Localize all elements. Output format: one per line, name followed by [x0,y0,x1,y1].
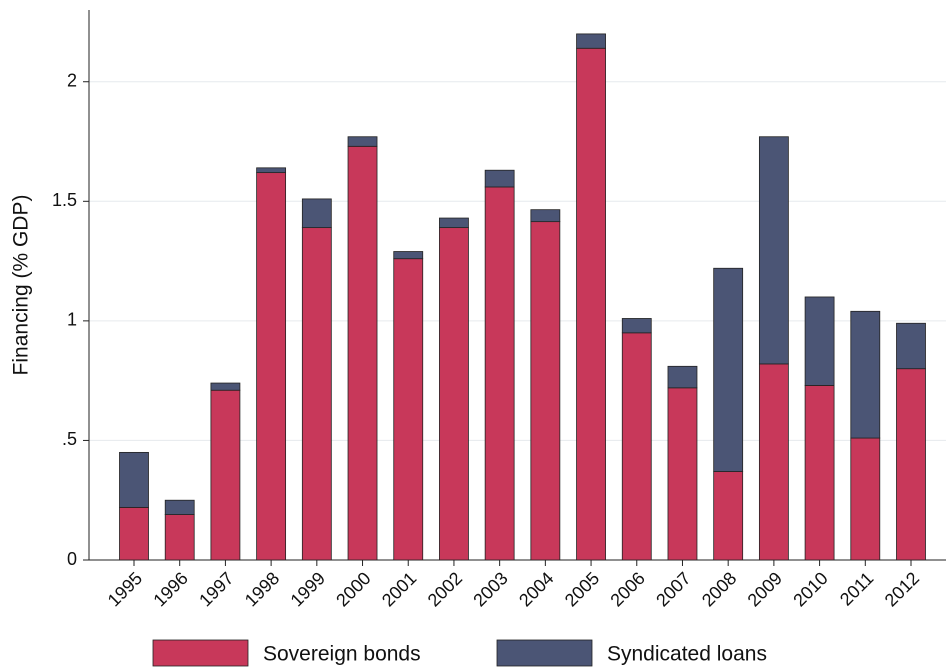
x-tick-label: 1997 [195,568,237,610]
y-tick-label: 2 [67,70,77,90]
bar-segment [484,169,515,188]
x-tick-label: 1998 [241,568,283,610]
bar-segment [164,514,195,561]
bar-segment [256,167,287,174]
bar-segment [347,145,378,561]
x-tick-label: 2008 [698,568,740,610]
bar-segment [256,172,287,561]
bar-segment [393,251,424,260]
bar-segment [301,198,332,229]
x-tick-label: 2003 [469,568,511,610]
x-tick-label: 2001 [378,568,420,610]
y-tick-label: 1.5 [52,190,77,210]
bar-segment [850,310,881,439]
bar-segment [713,267,744,472]
y-tick-label: .5 [62,429,77,449]
y-tick-label: 0 [67,549,77,569]
x-tick-label: 1996 [149,568,191,610]
bar-segment [804,385,835,561]
bar-segment [439,217,469,229]
x-tick-label: 2007 [652,568,694,610]
legend-swatch [496,639,593,667]
bar-segment [621,332,652,561]
bar-segment [439,227,469,561]
bar-segment [758,363,789,561]
legend-label: Syndicated loans [607,643,767,666]
bar-segment [667,387,698,561]
x-tick-label: 1999 [287,568,329,610]
bar-segment [301,227,332,561]
bar-segment [896,322,926,370]
bar-segment [576,33,606,49]
bar-segment [119,506,149,561]
bar-segment [210,382,241,391]
bar-segment [484,186,515,561]
bar-segment [667,365,698,389]
bar-segment [393,258,424,561]
legend-swatch [152,639,249,667]
bar-segment [713,471,744,561]
x-tick-label: 2010 [789,568,831,610]
x-tick-label: 2012 [881,568,923,610]
x-tick-label: 2009 [744,568,786,610]
y-tick-label: 1 [67,310,77,330]
x-tick-label: 1995 [104,568,146,610]
x-tick-label: 2005 [561,568,603,610]
bar-segment [530,209,561,223]
bar-segment [347,136,378,147]
bar-segment [576,47,606,561]
x-tick-label: 2006 [606,568,648,610]
bar-segment [804,296,835,386]
bar-segment [896,368,926,561]
bar-segment [210,389,241,561]
bar-segment [621,318,652,334]
x-tick-label: 2011 [836,568,878,610]
y-axis-label: Financing (% GDP) [10,195,33,376]
bar-segment [850,437,881,561]
bar-segment [164,499,195,515]
legend-label: Sovereign bonds [263,643,421,666]
bar-segment [119,451,149,508]
bar-segment [530,221,561,561]
bar-segment [758,136,789,365]
x-tick-label: 2004 [515,568,557,610]
x-tick-label: 2000 [332,568,374,610]
x-tick-label: 2002 [424,568,466,610]
